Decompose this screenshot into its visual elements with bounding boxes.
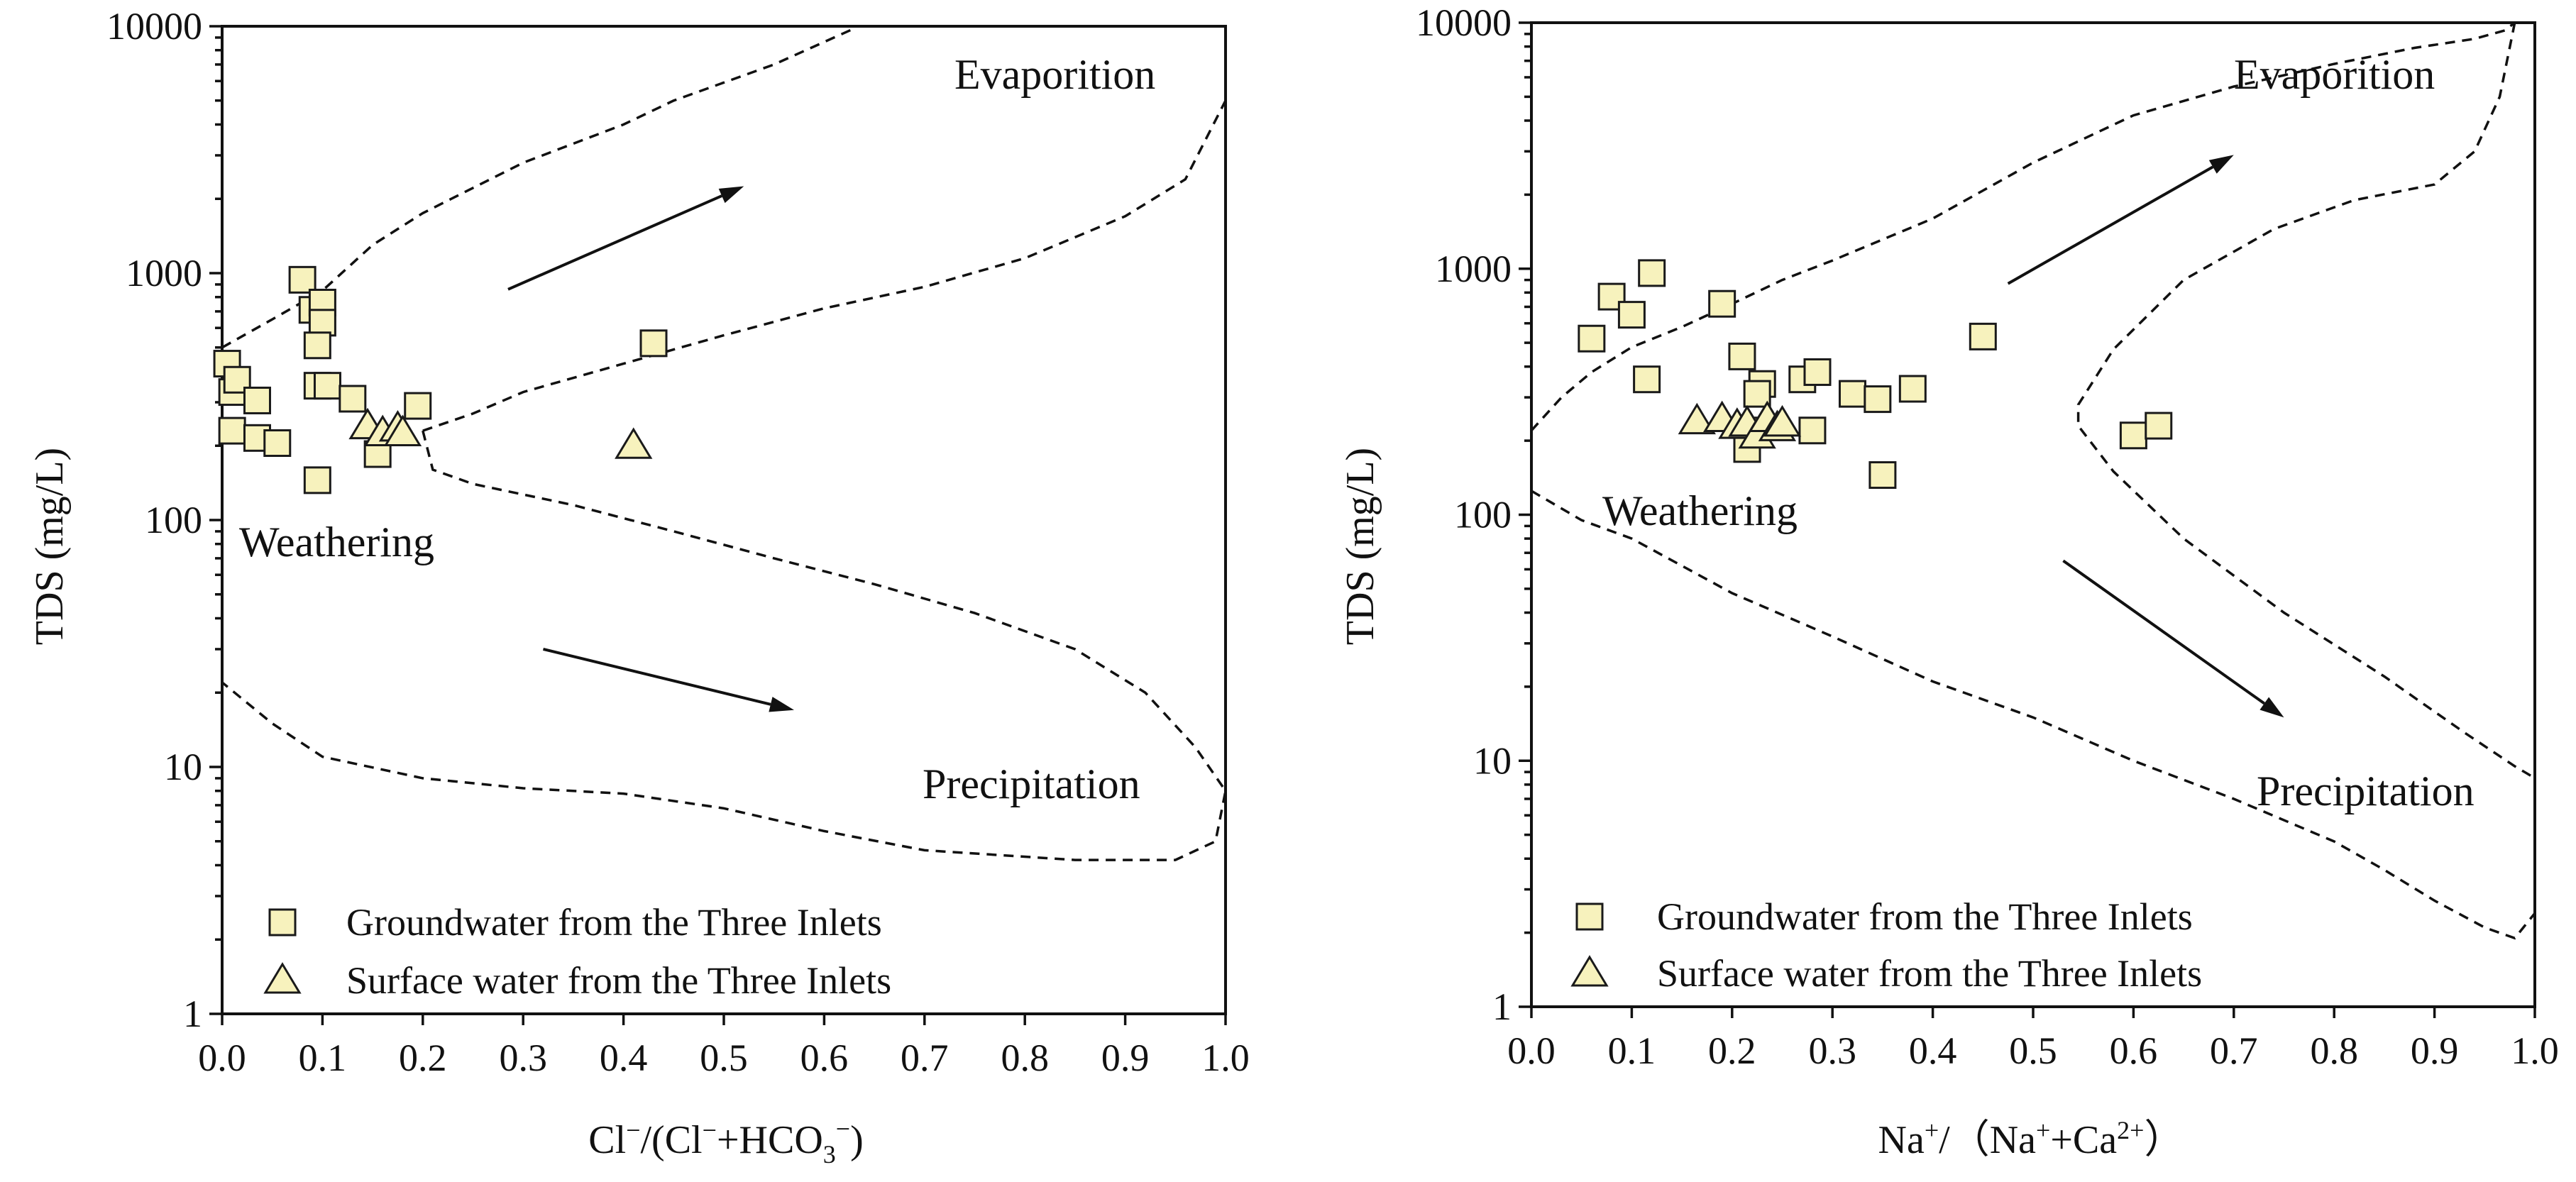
data-point-groundwater bbox=[1803, 358, 1832, 386]
arrow-head-evaporation bbox=[718, 186, 744, 204]
data-point-groundwater bbox=[1868, 461, 1897, 490]
arrow-line-evaporation bbox=[2007, 165, 2214, 285]
boundary-lower bbox=[221, 430, 1227, 861]
x-tick-label: 0.0 bbox=[198, 1037, 246, 1079]
data-point-groundwater bbox=[1638, 259, 1666, 287]
x-tick-label: 0.0 bbox=[1507, 1029, 1556, 1072]
y-tick-label: 10 bbox=[164, 746, 202, 788]
data-point-groundwater bbox=[1578, 324, 1606, 353]
arrow-head-evaporation bbox=[2208, 155, 2234, 174]
y-tick-label: 100 bbox=[1454, 494, 1512, 536]
boundary-middle bbox=[422, 100, 1227, 432]
legend-marker-groundwater bbox=[268, 908, 297, 937]
label-evaporation: Evaporition bbox=[954, 51, 1155, 98]
boundary-upper bbox=[221, 27, 855, 349]
y-tick-label: 1000 bbox=[1435, 248, 1512, 290]
x-tick-label: 0.2 bbox=[399, 1037, 447, 1079]
boundary-lower bbox=[1531, 490, 2536, 940]
x-tick-label: 0.7 bbox=[2210, 1029, 2258, 1072]
legend-label-surface-water: Surface water from the Three Inlets bbox=[346, 959, 891, 1002]
chart-panel-na-ratio: Evaporition Weathering Precipitation Gro… bbox=[1338, 1, 2559, 1162]
y-tick-label: 10000 bbox=[106, 5, 202, 48]
data-point-groundwater bbox=[303, 466, 331, 495]
x-tick-label: 0.4 bbox=[1909, 1029, 1957, 1072]
label-evaporation: Evaporition bbox=[2234, 51, 2435, 98]
data-point-groundwater bbox=[2145, 412, 2173, 440]
data-point-groundwater bbox=[1969, 322, 1997, 350]
x-tick-label: 0.6 bbox=[2110, 1029, 2158, 1072]
legend-label-groundwater: Groundwater from the Three Inlets bbox=[346, 901, 882, 944]
x-tick-label: 0.5 bbox=[2009, 1029, 2057, 1072]
data-point-groundwater bbox=[1743, 380, 1771, 408]
y-tick-label: 10 bbox=[1473, 739, 1512, 782]
x-tick-label: 0.9 bbox=[2411, 1029, 2459, 1072]
data-point-groundwater bbox=[404, 392, 432, 420]
x-tick-label: 0.3 bbox=[1808, 1029, 1856, 1072]
x-axis-title: Na+/（Na++Ca2+） bbox=[1878, 1116, 2184, 1162]
data-point-groundwater bbox=[1798, 416, 1827, 445]
x-tick-label: 1.0 bbox=[2511, 1029, 2559, 1072]
data-point-groundwater bbox=[303, 331, 331, 360]
legend-label-groundwater: Groundwater from the Three Inlets bbox=[1657, 895, 2193, 938]
chart-panel-cl-ratio: Evaporition Weathering Precipitation Gro… bbox=[28, 5, 1250, 1169]
legend-marker-surface-water bbox=[1570, 955, 1609, 987]
y-axis-title: TDS (mg/L) bbox=[1338, 448, 1382, 645]
y-tick-label: 100 bbox=[145, 499, 202, 541]
x-tick-label: 0.1 bbox=[1608, 1029, 1656, 1072]
data-point-groundwater bbox=[2119, 421, 2147, 450]
x-tick-label: 0.2 bbox=[1708, 1029, 1756, 1072]
x-axis-title: Cl−/(Cl−+HCO3−) bbox=[588, 1115, 863, 1169]
y-tick-label: 10000 bbox=[1416, 1, 1512, 44]
data-point-groundwater bbox=[243, 386, 271, 414]
x-tick-label: 0.6 bbox=[800, 1037, 849, 1079]
x-tick-label: 0.8 bbox=[1001, 1037, 1049, 1079]
label-weathering: Weathering bbox=[1602, 487, 1798, 534]
arrow-line-precipitation bbox=[543, 648, 771, 706]
arrow-line-precipitation bbox=[2062, 559, 2265, 705]
data-point-groundwater bbox=[1728, 342, 1756, 370]
arrow-line-evaporation bbox=[507, 194, 722, 291]
y-tick-label: 1 bbox=[1492, 985, 1512, 1028]
data-point-groundwater bbox=[1838, 380, 1866, 408]
data-point-groundwater bbox=[313, 372, 341, 400]
data-point-groundwater bbox=[263, 429, 292, 458]
boundary-middle bbox=[2076, 22, 2536, 780]
x-tick-label: 0.4 bbox=[600, 1037, 648, 1079]
data-point-groundwater bbox=[1898, 375, 1927, 403]
x-tick-label: 0.9 bbox=[1101, 1037, 1150, 1079]
label-precipitation: Precipitation bbox=[923, 761, 1140, 807]
data-point-groundwater bbox=[338, 385, 367, 413]
arrow-head-precipitation bbox=[2259, 697, 2284, 718]
legend-label-surface-water: Surface water from the Three Inlets bbox=[1657, 952, 2202, 995]
legend-marker-groundwater bbox=[1575, 902, 1604, 931]
x-tick-label: 1.0 bbox=[1201, 1037, 1250, 1079]
x-tick-label: 0.1 bbox=[299, 1037, 347, 1079]
data-point-surface-water bbox=[383, 414, 422, 446]
data-point-groundwater bbox=[218, 416, 246, 445]
data-point-surface-water bbox=[615, 427, 653, 459]
data-point-surface-water bbox=[1678, 402, 1716, 435]
y-tick-label: 1000 bbox=[126, 252, 202, 294]
y-axis-title: TDS (mg/L) bbox=[28, 448, 72, 645]
label-weathering: Weathering bbox=[239, 519, 434, 565]
legend-marker-surface-water bbox=[263, 962, 302, 994]
label-precipitation: Precipitation bbox=[2257, 768, 2475, 814]
data-point-groundwater bbox=[223, 365, 251, 394]
data-point-surface-water bbox=[1763, 404, 1802, 437]
x-tick-label: 0.8 bbox=[2310, 1029, 2358, 1072]
data-point-groundwater bbox=[1633, 365, 1661, 394]
boundary-upper bbox=[1530, 21, 2516, 431]
y-tick-label: 1 bbox=[183, 993, 202, 1035]
arrow-head-precipitation bbox=[769, 697, 794, 712]
data-point-groundwater bbox=[639, 329, 668, 358]
x-tick-label: 0.7 bbox=[901, 1037, 949, 1079]
data-point-groundwater bbox=[1864, 385, 1892, 414]
x-tick-label: 0.3 bbox=[499, 1037, 547, 1079]
data-point-groundwater bbox=[1708, 289, 1736, 318]
data-point-groundwater bbox=[1617, 301, 1646, 329]
data-point-groundwater bbox=[288, 265, 317, 294]
x-tick-label: 0.5 bbox=[700, 1037, 748, 1079]
